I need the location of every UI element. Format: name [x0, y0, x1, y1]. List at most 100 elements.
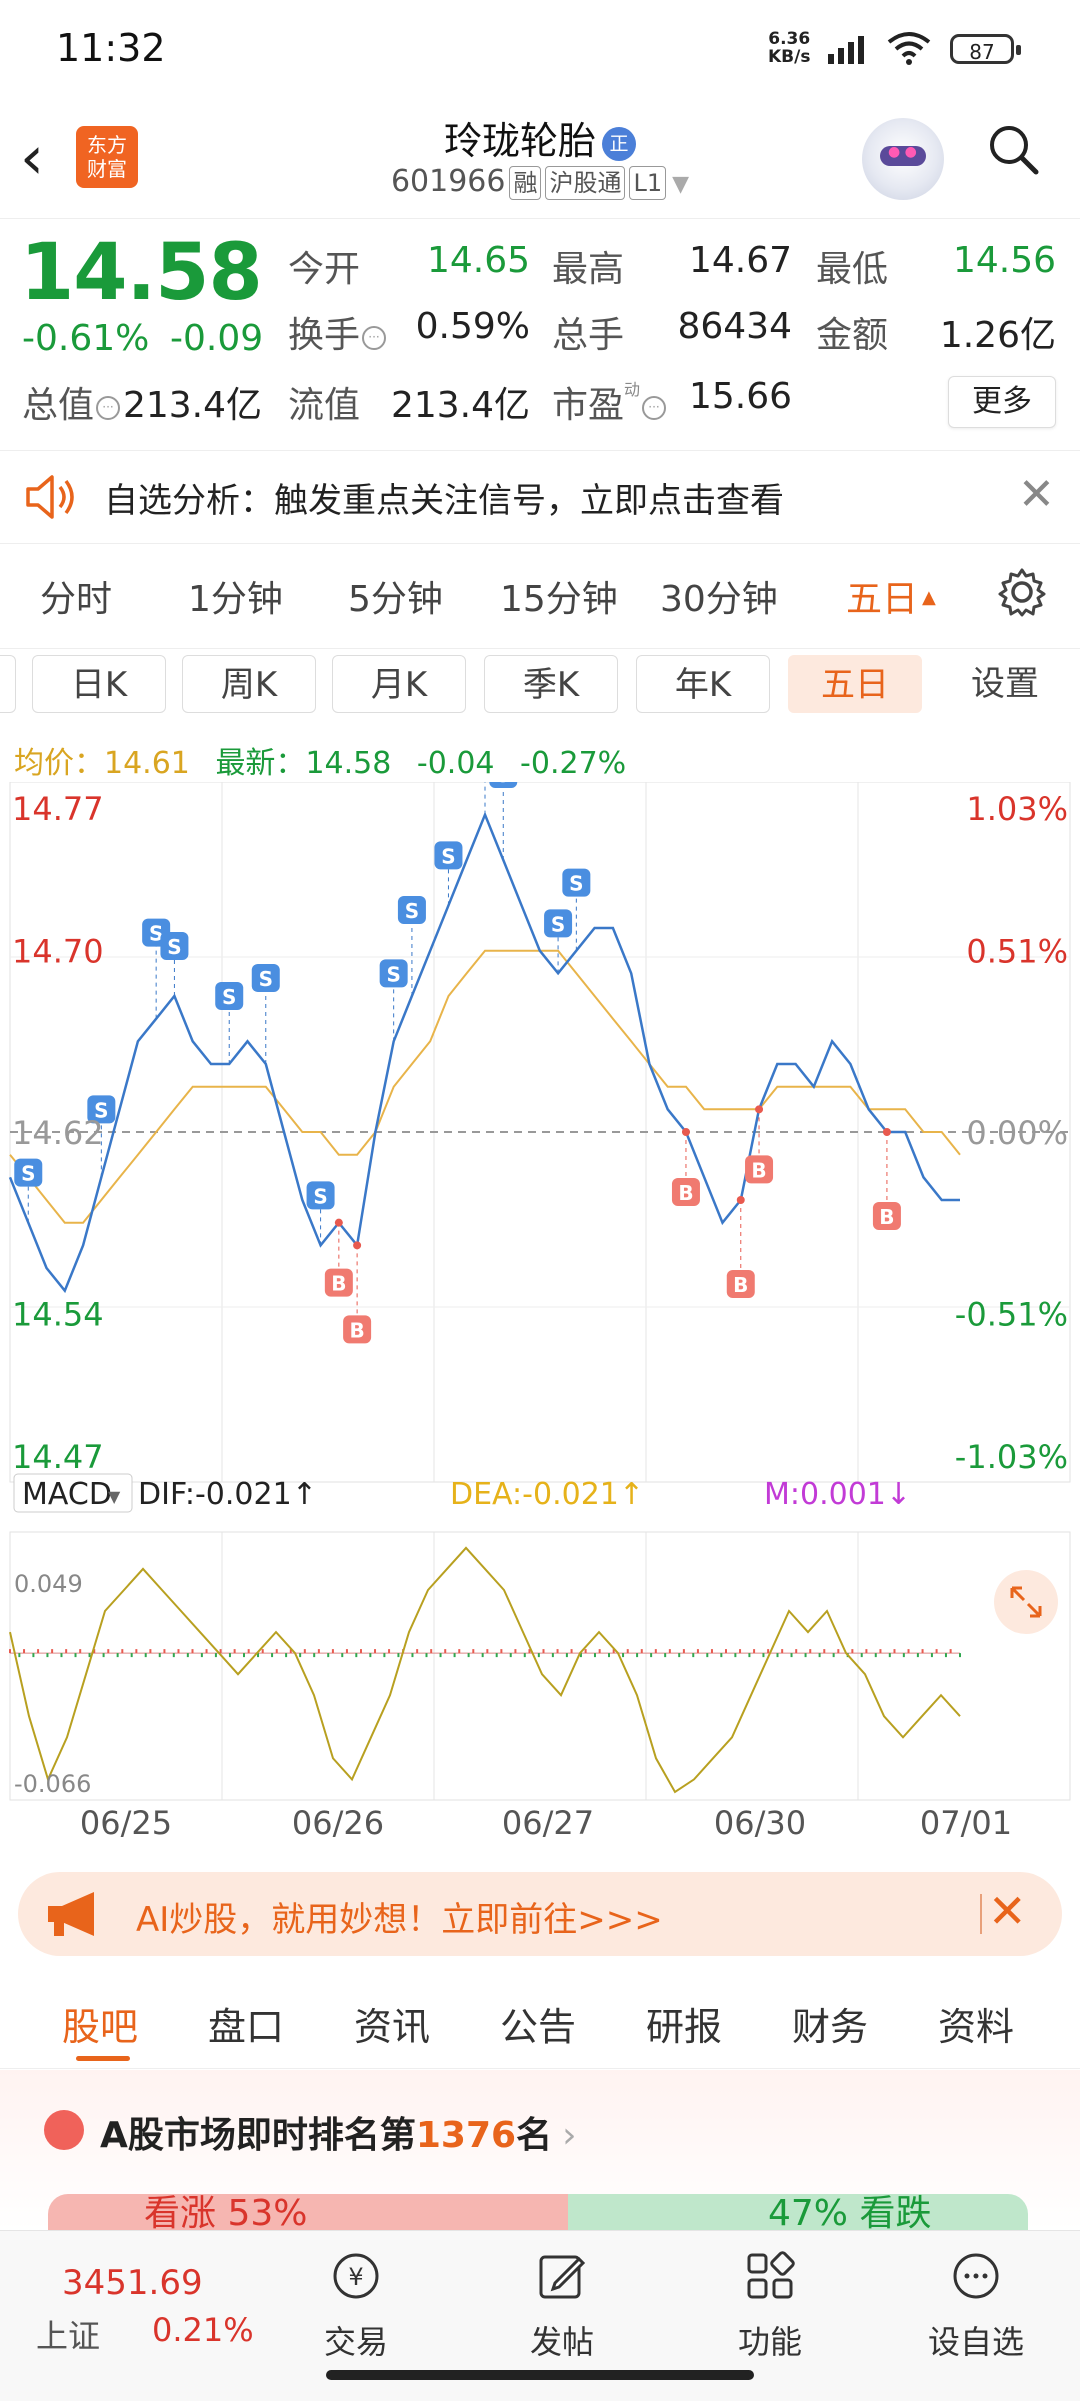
- tab-settings[interactable]: 设置: [971, 664, 1039, 704]
- ai-banner[interactable]: AI炒股，就用妙想！立即前往>>> ✕: [18, 1872, 1062, 1956]
- x-tick-label: 07/01: [920, 1804, 1012, 1842]
- tab-orderbook[interactable]: 盘口: [208, 2005, 285, 2049]
- sell-marker: [160, 932, 189, 960]
- y-tick-right: -0.51%: [955, 1295, 1068, 1333]
- label-turnover: 换手 ···: [288, 306, 387, 358]
- tab-30min[interactable]: 30分钟: [660, 579, 778, 620]
- y-tick-left: 14.54: [12, 1295, 104, 1333]
- tab-quarter-k[interactable]: 季K: [484, 655, 618, 713]
- avg-price-series: [9, 949, 961, 1224]
- label-float-cap: 流值: [288, 385, 361, 426]
- expand-icon[interactable]: [994, 1570, 1058, 1634]
- sell-marker-label: S: [167, 935, 181, 959]
- banner-close-icon[interactable]: ✕: [988, 1884, 1027, 1938]
- sell-marker-label: S: [149, 922, 163, 946]
- y-tick-right: 1.03%: [966, 790, 1068, 828]
- sell-marker: [215, 982, 244, 1010]
- index-value[interactable]: 3451.69: [62, 2263, 203, 2303]
- nav-functions[interactable]: 功能: [710, 2249, 830, 2363]
- macd-selector[interactable]: [13, 1473, 133, 1513]
- x-tick-label: 06/30: [714, 1804, 806, 1842]
- sell-marker-label: S: [551, 912, 565, 936]
- macd-dif: DIF:-0.021↑: [138, 1477, 317, 1512]
- bullish-bar[interactable]: 看涨 53%: [48, 2194, 568, 2234]
- gear-icon[interactable]: [996, 566, 1048, 618]
- tab-week-k[interactable]: 周K: [182, 655, 316, 713]
- index-name[interactable]: 上证: [36, 2317, 101, 2355]
- y-tick-right: 0.51%: [966, 933, 1068, 971]
- bearish-bar[interactable]: 47% 看跌: [568, 2194, 1028, 2234]
- tab-five-day-k[interactable]: 五日: [788, 655, 922, 713]
- label-low: 最低: [816, 249, 889, 290]
- tab-research[interactable]: 研报: [646, 2005, 723, 2049]
- macd-ymax: 0.049: [14, 1570, 83, 1598]
- five-day-chart[interactable]: SSSSSSSSSSSSSSBBBBBB 14.771.03%14.700.51…: [0, 782, 1080, 1852]
- x-tick-label: 06/25: [80, 1804, 172, 1842]
- back-button[interactable]: ‹: [20, 123, 44, 193]
- sell-marker: [562, 868, 591, 897]
- tab-forum[interactable]: 股吧: [62, 2005, 139, 2049]
- value-amount: 1.26亿: [939, 315, 1056, 356]
- nav-post[interactable]: 发帖: [502, 2249, 622, 2363]
- change-amount: -0.09: [170, 318, 264, 359]
- sell-marker: [397, 896, 426, 924]
- stock-name[interactable]: 玲珑轮胎正: [0, 110, 1080, 165]
- tab-profile[interactable]: 资料: [938, 2005, 1015, 2049]
- latest-price: 14.58: [305, 746, 392, 781]
- grid-icon: [747, 2251, 795, 2299]
- macd-dea: DEA:-0.021↑: [450, 1477, 644, 1512]
- banner-divider: [980, 1894, 982, 1934]
- signal-icon: [828, 36, 864, 64]
- y-tick-left: 14.77: [12, 790, 104, 828]
- more-button[interactable]: 更多: [948, 376, 1056, 428]
- label-high: 最高: [552, 249, 625, 290]
- value-float-cap: 213.4亿: [390, 385, 530, 426]
- tab-five-day[interactable]: 五日 ▲: [846, 579, 936, 620]
- y-tick-right: -1.03%: [955, 1438, 1068, 1476]
- tab-financials[interactable]: 财务: [792, 2005, 869, 2049]
- y-tick-right: 0.00%: [966, 1114, 1068, 1152]
- macd-ymin: -0.066: [14, 1770, 91, 1798]
- x-axis-labels: 06/25 06/26 06/27 06/30 07/01: [80, 1804, 1012, 1842]
- close-icon[interactable]: ✕: [1018, 469, 1055, 520]
- buy-marker-label: B: [349, 1318, 364, 1342]
- index-change[interactable]: 0.21%: [152, 2311, 254, 2349]
- verified-badge: 正: [602, 127, 636, 161]
- tab-year-k[interactable]: 年K: [636, 655, 770, 713]
- tab-5min[interactable]: 5分钟: [348, 579, 443, 620]
- buy-marker-label: B: [678, 1181, 693, 1205]
- label-open: 今开: [288, 249, 361, 290]
- stock-code-row[interactable]: 601966 融沪股通 L1 ▼: [0, 164, 1080, 200]
- sell-marker: [87, 1095, 116, 1124]
- tab-intraday[interactable]: 分时: [40, 579, 113, 620]
- bottom-nav: 3451.69 上证 0.21% ¥ 交易 发帖 功能 设自选: [0, 2230, 1080, 2401]
- search-icon[interactable]: [986, 122, 1040, 176]
- buy-marker-label: B: [733, 1273, 748, 1297]
- app-logo[interactable]: 东方 财富: [76, 126, 138, 188]
- buy-marker: [671, 1178, 700, 1206]
- buy-marker-dot: [334, 1218, 343, 1227]
- current-price: 14.58: [20, 228, 263, 318]
- tab-month-k[interactable]: 月K: [332, 655, 466, 713]
- tab-news[interactable]: 资讯: [354, 2005, 431, 2049]
- tag-margin: 融: [509, 166, 542, 200]
- tab-1min[interactable]: 1分钟: [188, 579, 283, 620]
- rank-title: A股市场即时排名第1376名 ›: [100, 2115, 577, 2156]
- tab-15min[interactable]: 15分钟: [500, 579, 618, 620]
- buy-marker-label: B: [879, 1205, 894, 1229]
- tab-day-k[interactable]: 日K: [32, 655, 166, 713]
- tag-level: L1: [629, 166, 667, 200]
- bar-chart-icon: [44, 2110, 84, 2150]
- stock-header: ‹ 东方 财富 玲珑轮胎正 601966 融沪股通 L1 ▼: [0, 100, 1080, 219]
- market-rank-card[interactable]: A股市场即时排名第1376名 › 看涨 53% 47% 看跌: [0, 2070, 1080, 2234]
- nav-trade[interactable]: ¥ 交易: [296, 2249, 416, 2363]
- ai-robot-avatar[interactable]: [862, 118, 944, 200]
- quote-panel: 14.58 -0.61% -0.09 今开 14.65 最高 14.67 最低 …: [0, 218, 1080, 450]
- nav-add-watchlist[interactable]: 设自选: [916, 2249, 1036, 2363]
- macd-dif-line: [9, 1546, 961, 1794]
- battery-icon: 87: [950, 34, 1021, 64]
- buy-marker: [745, 1155, 774, 1184]
- macd-label: MACD: [22, 1477, 112, 1512]
- tab-announcements[interactable]: 公告: [500, 2005, 577, 2049]
- analysis-notice[interactable]: 自选分析：触发重点关注信号，立即点击查看 ✕: [0, 450, 1080, 544]
